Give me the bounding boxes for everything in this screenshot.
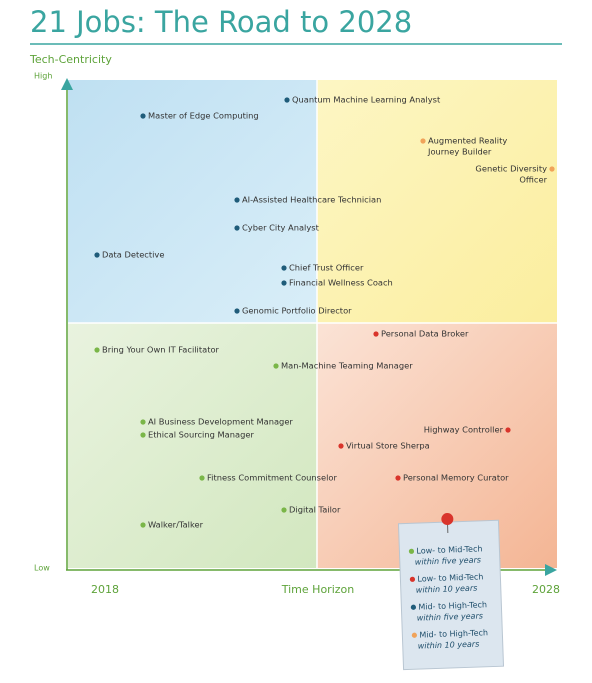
job-dot: [281, 280, 286, 285]
job-dot: [420, 138, 425, 143]
job-dot: [234, 225, 239, 230]
x-end: 2028: [532, 583, 560, 596]
job-label: Officer: [519, 175, 547, 185]
job-dot: [140, 432, 145, 437]
job-dot: [140, 522, 145, 527]
job-dot: [199, 475, 204, 480]
job-dot: [395, 475, 400, 480]
job-label: Master of Edge Computing: [148, 111, 259, 121]
job-label: Highway Controller: [424, 425, 504, 435]
job-label: Personal Memory Curator: [403, 473, 509, 483]
job-label: Genetic Diversity: [475, 164, 547, 174]
job-label: Bring Your Own IT Facilitator: [102, 345, 220, 355]
title: 21 Jobs: The Road to 2028: [30, 5, 412, 39]
job-dot: [549, 166, 554, 171]
job-label: Data Detective: [102, 250, 164, 260]
y-high: High: [34, 72, 52, 81]
job-label: Man-Machine Teaming Manager: [281, 361, 413, 371]
quadrant: [68, 323, 317, 568]
job-dot: [284, 97, 289, 102]
y-low: Low: [34, 564, 50, 573]
job-label: Genomic Portfolio Director: [242, 306, 352, 316]
job-label: Financial Wellness Coach: [289, 278, 393, 288]
job-dot: [94, 252, 99, 257]
job-dot: [338, 443, 343, 448]
job-dot: [94, 347, 99, 352]
job-label: Digital Tailor: [289, 505, 341, 515]
job-label: Quantum Machine Learning Analyst: [292, 95, 441, 105]
job-label: Virtual Store Sherpa: [346, 441, 430, 451]
job-dot: [140, 419, 145, 424]
job-label: Chief Trust Officer: [289, 263, 364, 273]
job-label: Ethical Sourcing Manager: [148, 430, 254, 440]
job-dot: [281, 507, 286, 512]
x-start: 2018: [91, 583, 119, 596]
job-label: AI-Assisted Healthcare Technician: [242, 195, 381, 205]
job-label: Cyber City Analyst: [242, 223, 320, 233]
job-dot: [140, 113, 145, 118]
job-label: Fitness Commitment Counselor: [207, 473, 337, 483]
job-dot: [273, 363, 278, 368]
y-axis-label: Tech-Centricity: [29, 53, 112, 66]
job-label: Personal Data Broker: [381, 329, 469, 339]
job-dot: [373, 331, 378, 336]
x-axis-label: Time Horizon: [281, 583, 355, 596]
job-label: AI Business Development Manager: [148, 417, 293, 427]
job-dot: [281, 265, 286, 270]
job-dot: [234, 308, 239, 313]
job-dot: [505, 427, 510, 432]
job-label: Journey Builder: [427, 147, 492, 157]
job-label: Walker/Talker: [148, 520, 204, 530]
job-label: Augmented Reality: [428, 136, 507, 146]
job-dot: [234, 197, 239, 202]
